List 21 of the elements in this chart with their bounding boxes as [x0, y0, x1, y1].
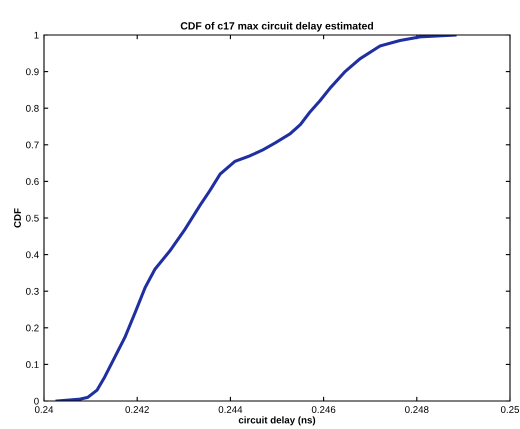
y-tick-label: 0.9 [26, 68, 39, 76]
y-tick-label: 0 [34, 398, 39, 405]
y-tick-label: 0.3 [26, 288, 39, 295]
y-tick-label: 0.6 [26, 178, 39, 186]
y-tick-label: 0.1 [26, 361, 39, 368]
x-tick-label: 0.24 [34, 406, 54, 413]
y-tick-label: 0.2 [26, 324, 39, 332]
x-tick-label: 0.25 [500, 406, 520, 413]
x-tick-label: 0.242 [125, 406, 149, 413]
x-axis-title: circuit delay (ns) [238, 416, 316, 426]
y-tick-label: 0.7 [26, 142, 39, 148]
y-tick-label: 1 [34, 32, 39, 39]
y-axis-title: CDF [14, 208, 21, 228]
x-tick-label: 0.246 [312, 406, 336, 413]
x-tick-label: 0.244 [218, 406, 242, 413]
chart-title: CDF of c17 max circuit delay estimated [180, 22, 373, 32]
y-tick-label: 0.5 [26, 214, 39, 222]
y-tick-label: 0.8 [26, 104, 39, 112]
line-series [56, 35, 457, 401]
x-tick-label: 0.248 [405, 406, 429, 413]
y-tick-label: 0.4 [26, 251, 39, 258]
